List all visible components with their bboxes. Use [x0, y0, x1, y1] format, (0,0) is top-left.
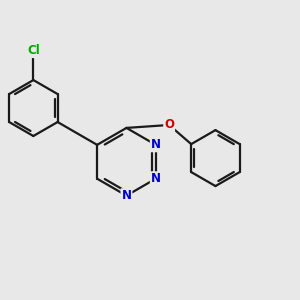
Text: N: N [151, 138, 161, 151]
Text: Cl: Cl [27, 44, 40, 57]
Text: N: N [151, 172, 161, 185]
Text: O: O [164, 118, 174, 131]
Text: N: N [122, 189, 131, 202]
